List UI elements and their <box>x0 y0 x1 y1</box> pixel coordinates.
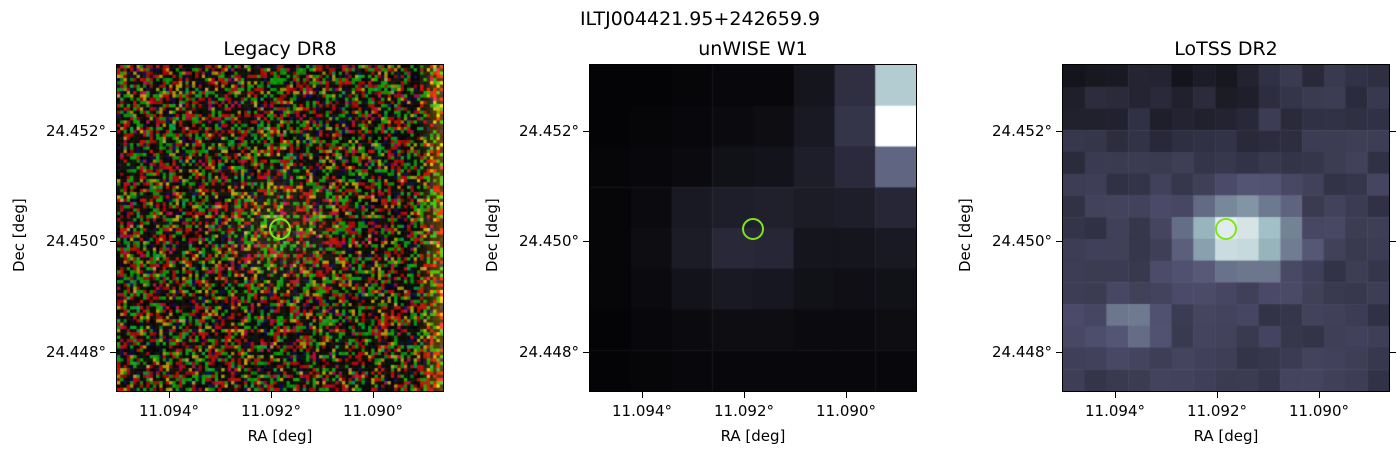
x-tick <box>373 392 374 398</box>
panel-title: Legacy DR8 <box>223 38 337 60</box>
panel-legacy-dr8: Legacy DR8 24.452° 24.450° 24.448° 11.09… <box>0 0 480 458</box>
x-tick-label: 11.092° <box>714 402 774 420</box>
y-tick <box>110 241 116 242</box>
right-y-tick <box>1390 131 1396 132</box>
y-tick-label: 24.450° <box>46 232 106 250</box>
y-tick <box>1056 241 1062 242</box>
y-axis-label: Dec [deg] <box>956 198 974 272</box>
x-tick-label: 11.094° <box>139 402 199 420</box>
x-tick-label: 11.094° <box>1085 402 1145 420</box>
figure-title: ILTJ004421.95+242659.9 <box>579 8 821 30</box>
right-y-tick <box>1390 352 1396 353</box>
x-tick-label: 11.092° <box>1187 402 1247 420</box>
panel-title: unWISE W1 <box>698 38 808 60</box>
source-marker <box>742 218 764 240</box>
x-tick <box>271 392 272 398</box>
x-tick-label: 11.090° <box>343 402 403 420</box>
y-tick <box>1056 352 1062 353</box>
y-tick <box>583 241 589 242</box>
y-tick <box>583 131 589 132</box>
x-tick-label: 11.090° <box>1289 402 1349 420</box>
x-axis-label: RA [deg] <box>247 427 313 445</box>
y-tick-label: 24.450° <box>519 232 579 250</box>
y-tick-label: 24.452° <box>519 122 579 140</box>
y-tick-label: 24.450° <box>992 232 1052 250</box>
x-tick <box>642 392 643 398</box>
y-tick <box>1056 131 1062 132</box>
source-marker <box>269 218 291 240</box>
y-tick-label: 24.448° <box>519 343 579 361</box>
y-axis-label: Dec [deg] <box>10 198 28 272</box>
x-tick <box>744 392 745 398</box>
y-axis-label: Dec [deg] <box>483 198 501 272</box>
y-tick <box>583 352 589 353</box>
x-axis-label: RA [deg] <box>1193 427 1259 445</box>
x-tick-label: 11.092° <box>241 402 301 420</box>
panel-unwise-w1: unWISE W1 24.452° 24.450° 24.448° 11.094… <box>473 0 953 458</box>
x-axis-label: RA [deg] <box>720 427 786 445</box>
y-tick-label: 24.452° <box>992 122 1052 140</box>
y-tick-label: 24.448° <box>992 343 1052 361</box>
x-tick <box>846 392 847 398</box>
y-tick-label: 24.452° <box>46 122 106 140</box>
x-tick-label: 11.090° <box>816 402 876 420</box>
y-tick-label: 24.448° <box>46 343 106 361</box>
panel-lotss-dr2: LoTSS DR2 24.452° 24.450° 24.448° 11.094… <box>946 0 1400 458</box>
right-y-tick <box>1390 241 1396 242</box>
x-tick <box>169 392 170 398</box>
x-tick <box>1319 392 1320 398</box>
y-tick <box>110 352 116 353</box>
source-marker <box>1215 218 1237 240</box>
panel-title: LoTSS DR2 <box>1174 38 1278 60</box>
x-tick <box>1217 392 1218 398</box>
y-tick <box>110 131 116 132</box>
x-tick-label: 11.094° <box>612 402 672 420</box>
x-tick <box>1115 392 1116 398</box>
